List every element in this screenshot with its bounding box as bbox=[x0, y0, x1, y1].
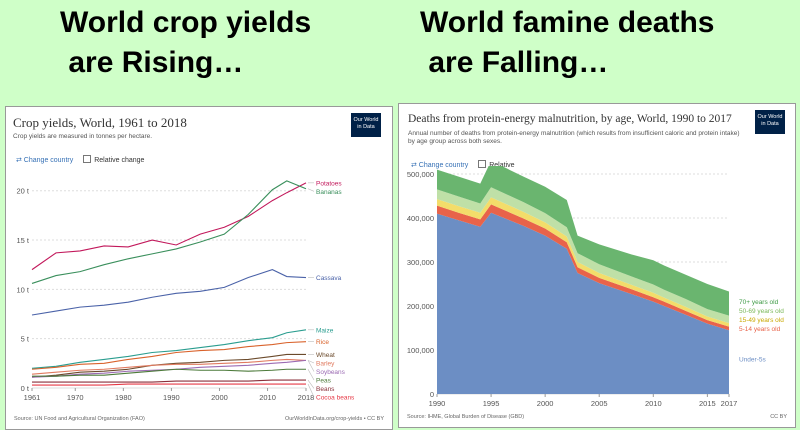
legend-leader bbox=[307, 360, 315, 364]
area-15-49-years-old bbox=[437, 197, 729, 327]
series-line-peas bbox=[32, 368, 306, 377]
chart-subtitle: Crop yields are measured in tonnes per h… bbox=[13, 133, 153, 140]
y-tick-label: 15 t bbox=[16, 236, 29, 245]
chart-title: Deaths from protein-energy malnutrition,… bbox=[408, 113, 732, 125]
series-line-rice bbox=[31, 341, 307, 370]
legend-label-under-5s: Under-5s bbox=[739, 356, 766, 363]
y-tick-label: 5 t bbox=[21, 335, 30, 344]
legend-label-15-49-years-old: 15-49 years old bbox=[739, 317, 784, 324]
owid-logo[interactable]: Our World in Data bbox=[755, 110, 785, 134]
x-tick-label: 2015 bbox=[699, 399, 716, 408]
legend-label-cocoa-beans: Cocoa beans bbox=[316, 394, 355, 401]
series-line-cassava bbox=[31, 269, 307, 316]
legend-leader bbox=[307, 360, 315, 372]
x-tick-label: 2017 bbox=[721, 399, 738, 408]
legend-label-70-years-old: 70+ years old bbox=[739, 299, 779, 306]
license-note[interactable]: CC BY bbox=[770, 414, 787, 420]
y-tick-label: 200,000 bbox=[407, 302, 434, 311]
y-tick-label: 400,000 bbox=[407, 214, 434, 223]
relative-label: Relative bbox=[489, 162, 515, 169]
area-70-years-old bbox=[437, 166, 729, 316]
legend-label-bananas: Bananas bbox=[316, 189, 342, 196]
y-tick-label: 20 t bbox=[16, 187, 29, 196]
legend-leader bbox=[307, 188, 315, 192]
left-heading: World crop yields are Rising… bbox=[60, 6, 312, 79]
legend-label-peas: Peas bbox=[316, 377, 332, 384]
chart-controls: ⇄ Change country Relative change bbox=[16, 155, 144, 164]
relative-checkbox[interactable] bbox=[478, 160, 487, 168]
change-country-link[interactable]: ⇄ Change country bbox=[16, 157, 74, 164]
x-tick-label: 2010 bbox=[259, 393, 276, 402]
owid-logo[interactable]: Our World in Data bbox=[351, 113, 381, 137]
chart-controls: ⇄ Change country Relative bbox=[411, 160, 515, 169]
x-tick-label: 1980 bbox=[115, 393, 132, 402]
relative-change-label: Relative change bbox=[94, 157, 145, 164]
x-tick-label: 1995 bbox=[483, 399, 500, 408]
right-heading: World famine deaths are Falling… bbox=[420, 6, 715, 79]
legend-label-maize: Maize bbox=[316, 327, 334, 334]
legend-leader bbox=[307, 369, 315, 381]
area-50-69-years-old bbox=[437, 187, 729, 324]
famine-deaths-chart-panel: Deaths from protein-energy malnutrition,… bbox=[398, 103, 796, 428]
legend-label-wheat: Wheat bbox=[316, 352, 335, 359]
crop-yields-plot: 0 t 5 t 10 t 15 t 20 t 1961 1970 1980 1990 2000 20… bbox=[16, 180, 355, 402]
x-tick-label: 1961 bbox=[24, 393, 41, 402]
source-note: Source: UN Food and Agricultural Organiz… bbox=[14, 416, 145, 422]
legend-label-beans: Beans bbox=[316, 386, 335, 393]
legend-label-50-69-years-old: 50-69 years old bbox=[739, 308, 784, 315]
legend-leader bbox=[307, 383, 315, 398]
series-line-beans bbox=[32, 379, 306, 383]
x-tick-label: 1990 bbox=[163, 393, 180, 402]
x-tick-label: 2000 bbox=[537, 399, 554, 408]
x-tick-label: 1990 bbox=[429, 399, 446, 408]
area-under-5s bbox=[437, 212, 729, 394]
legend-label-soybeans: Soybeans bbox=[316, 369, 346, 376]
source-link[interactable]: OurWorldInData.org/crop-yields • CC BY bbox=[284, 416, 384, 422]
legend-label-5-14-years-old: 5-14 years old bbox=[739, 326, 781, 333]
famine-deaths-plot: 0 100,000 200,000 300,000 400,000 500,000 1990… bbox=[407, 166, 784, 408]
change-country-link[interactable]: ⇄ Change country bbox=[411, 162, 469, 169]
legend-leader bbox=[307, 379, 315, 389]
x-tick-label: 2018 bbox=[298, 393, 315, 402]
y-tick-label: 500,000 bbox=[407, 170, 434, 179]
series-line-maize bbox=[31, 329, 307, 369]
y-tick-label: 300,000 bbox=[407, 258, 434, 267]
x-tick-label: 2010 bbox=[645, 399, 662, 408]
area-5-14-years-old bbox=[437, 204, 729, 331]
series-line-soybeans bbox=[31, 359, 307, 378]
legend-label-barley: Barley bbox=[316, 360, 335, 367]
x-tick-label: 1970 bbox=[67, 393, 84, 402]
chart-subtitle: Annual number of deaths from protein-ene… bbox=[408, 130, 740, 145]
y-tick-label: 0 t bbox=[21, 384, 30, 393]
crop-yields-chart-panel: Crop yields, World, 1961 to 2018 Crop yi… bbox=[5, 106, 393, 430]
relative-change-checkbox[interactable] bbox=[83, 155, 92, 163]
source-note: Source: IHME, Global Burden of Disease (… bbox=[407, 414, 525, 420]
legend-label-potatoes: Potatoes bbox=[316, 180, 342, 187]
legend-label-rice: Rice bbox=[316, 339, 329, 346]
series-line-potatoes bbox=[31, 182, 307, 271]
legend-label-cassava: Cassava bbox=[316, 275, 342, 282]
x-tick-label: 2005 bbox=[591, 399, 608, 408]
y-tick-label: 100,000 bbox=[407, 346, 434, 355]
y-tick-label: 10 t bbox=[16, 285, 29, 294]
x-tick-label: 2000 bbox=[211, 393, 228, 402]
chart-title: Crop yields, World, 1961 to 2018 bbox=[13, 115, 187, 130]
series-line-wheat bbox=[31, 353, 306, 378]
series-line-bananas bbox=[31, 180, 307, 284]
series-line-cocoa-beans bbox=[32, 383, 306, 386]
y-tick-label: 0 bbox=[430, 390, 434, 399]
series-line-barley bbox=[31, 358, 307, 375]
